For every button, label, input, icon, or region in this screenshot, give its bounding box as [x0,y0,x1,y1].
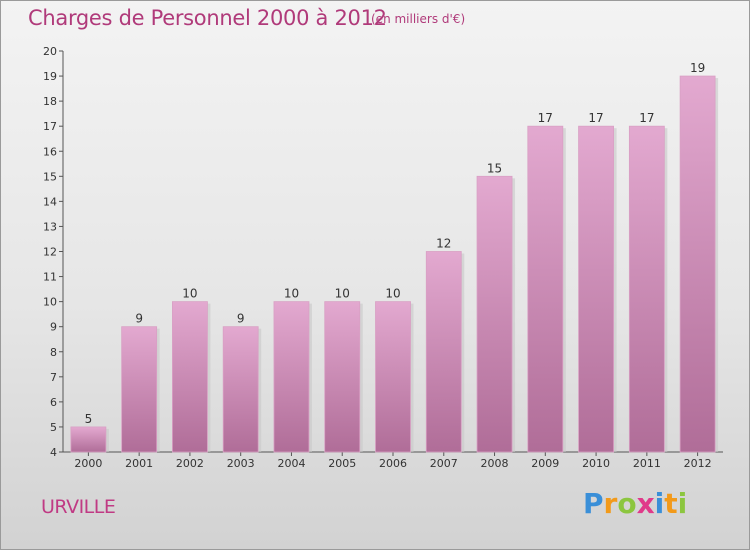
y-tick-label: 6 [50,396,57,409]
bar-value-label: 10 [385,287,400,301]
bar [172,301,208,453]
y-tick-label: 19 [43,70,57,83]
x-tick-label: 2000 [74,457,102,470]
y-tick-label: 7 [50,371,57,384]
bar-value-label: 10 [335,287,350,301]
town-name: URVILLE [41,496,116,518]
x-tick-label: 2006 [379,457,407,470]
x-tick-label: 2007 [430,457,458,470]
bar [628,125,665,453]
bars: 5 9 10 9 10 10 10 12 15 17 17 17 19 [70,61,719,453]
y-tick-label: 10 [43,296,57,309]
y-tick-label: 8 [50,346,57,359]
bar [527,125,564,453]
x-tick-label: 2010 [582,457,610,470]
y-tick-label: 15 [43,170,57,183]
x-tick-label: 2011 [633,457,661,470]
x-tick-label: 2012 [684,457,712,470]
y-tick-label: 16 [43,145,57,158]
bar-value-label: 5 [85,412,93,426]
bar [578,125,614,453]
bar [70,426,107,453]
x-tick-label: 2004 [277,457,305,470]
bar-value-label: 10 [182,287,197,301]
bar-value-label: 15 [487,161,502,175]
bar-value-label: 10 [284,287,299,301]
x-tick-label: 2008 [481,457,509,470]
bar [121,326,158,453]
bar-value-label: 17 [538,111,553,125]
bar [679,75,716,453]
y-tick-label: 9 [50,321,57,334]
y-tick-label: 5 [50,421,57,434]
bar [324,301,361,453]
y-tick-label: 4 [50,446,57,459]
bar [222,326,259,453]
bar-value-label: 9 [237,312,245,326]
bar-value-label: 9 [135,312,143,326]
y-tick-label: 11 [43,271,57,284]
y-tick-label: 18 [43,95,57,108]
bar-value-label: 17 [639,111,654,125]
y-tick-label: 14 [43,195,57,208]
y-tick-label: 12 [43,246,57,259]
x-tick-label: 2003 [227,457,255,470]
y-tick-label: 17 [43,120,57,133]
x-tick-label: 2002 [176,457,204,470]
bar-value-label: 17 [588,111,603,125]
bar-value-label: 12 [436,237,451,251]
y-tick-label: 13 [43,220,57,233]
bar [273,301,310,453]
axes: 4 5 6 7 8 9 10 11 12 13 14 15 16 17 18 19 20 2000 2001 2002… [43,45,723,470]
x-tick-label: 2009 [531,457,559,470]
bar [375,301,411,453]
bar-value-label: 19 [690,61,705,75]
chart-title: Charges de Personnel 2000 à 2012 [28,6,387,30]
bar [425,251,462,453]
x-tick-label: 2001 [125,457,153,470]
chart-subtitle: (en milliers d'€) [371,12,466,26]
y-tick-label: 20 [43,45,57,58]
proxiti-logo[interactable]: Proxiti [583,487,688,520]
bar [476,175,513,453]
x-tick-label: 2005 [328,457,356,470]
